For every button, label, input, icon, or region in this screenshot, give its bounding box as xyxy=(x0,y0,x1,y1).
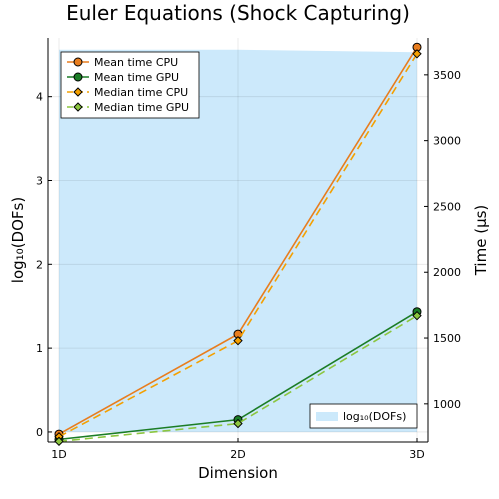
legend-label-0: Mean time CPU xyxy=(94,56,178,69)
series-marker-3 xyxy=(233,418,243,429)
x-tick-label: 1D xyxy=(51,448,66,461)
area-legend-swatch xyxy=(316,412,338,421)
area-legend-label: log₁₀(DOFs) xyxy=(343,410,406,423)
y-right-tick-label: 2000 xyxy=(433,266,461,279)
y-right-tick-label: 2500 xyxy=(433,200,461,213)
x-tick-label: 2D xyxy=(230,448,245,461)
legend-box xyxy=(60,51,200,119)
y-left-tick-label: 2 xyxy=(36,258,43,271)
series-marker-2 xyxy=(233,335,243,346)
series-marker-2 xyxy=(412,49,422,59)
series-marker-3 xyxy=(54,436,64,447)
series-line-2 xyxy=(58,53,418,438)
y-axis-right-label: Time (μs) xyxy=(472,205,490,277)
plot-area: 1D 2D 3D 0 1 2 3 4 1000 1500 2000 2500 3000 3500 Mean … xyxy=(36,38,461,461)
legend-marker-1 xyxy=(73,72,83,82)
legend-label-3: Median time GPU xyxy=(94,101,189,114)
y-left-tick-label: 4 xyxy=(36,91,43,104)
legend-marker-2 xyxy=(73,87,83,97)
y-right-tick-label: 3000 xyxy=(433,135,461,148)
chart-title: Euler Equations (Shock Capturing) xyxy=(66,1,410,25)
y-right-tick-label: 1500 xyxy=(433,332,461,345)
y-left-tick-label: 0 xyxy=(36,426,43,439)
legend-marker-3 xyxy=(73,102,83,112)
x-tick-label: 3D xyxy=(409,448,424,461)
legend-label-2: Median time CPU xyxy=(94,86,188,99)
legend-label-1: Mean time GPU xyxy=(94,71,179,84)
dofs-area xyxy=(59,49,417,432)
x-axis-label: Dimension xyxy=(198,464,278,482)
legend-marker-0 xyxy=(73,57,83,67)
series-line-3 xyxy=(58,314,418,443)
y-left-tick-label: 1 xyxy=(36,342,43,355)
series-marker-3 xyxy=(412,310,422,321)
y-left-tick-label: 3 xyxy=(36,174,43,187)
y-axis-left-label: log₁₀(DOFs) xyxy=(9,197,27,283)
y-right-tick-label: 3500 xyxy=(433,69,461,82)
y-right-tick-label: 1000 xyxy=(433,398,461,411)
